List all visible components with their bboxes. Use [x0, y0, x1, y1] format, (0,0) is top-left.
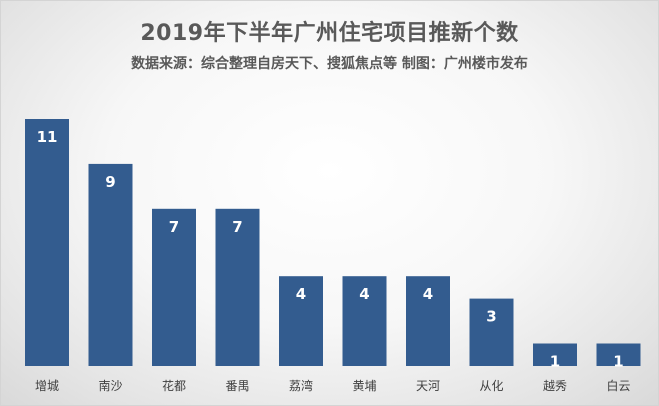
- category-label-黄埔: 黄埔: [352, 379, 376, 393]
- chart-title: 2019年下半年广州住宅项目推新个数: [140, 21, 519, 46]
- data-label-番禺: 7: [232, 218, 242, 236]
- data-label-白云: 1: [613, 353, 623, 371]
- category-label-花都: 花都: [162, 378, 186, 393]
- bar-黄埔: [342, 276, 387, 366]
- data-label-黄埔: 4: [359, 285, 369, 303]
- data-label-越秀: 1: [550, 353, 560, 371]
- category-label-番禺: 番禺: [225, 379, 249, 393]
- bar-从化: [469, 298, 514, 366]
- bar-越秀: [533, 343, 577, 366]
- bar-荔湾: [279, 276, 323, 366]
- category-label-白云: 白云: [606, 378, 630, 393]
- data-label-从化: 3: [486, 308, 496, 326]
- data-label-花都: 7: [169, 218, 179, 236]
- bar-天河: [406, 276, 450, 366]
- bar-增城: [25, 119, 69, 366]
- category-label-荔湾: 荔湾: [289, 378, 313, 393]
- category-label-天河: 天河: [416, 379, 440, 393]
- bar-花都: [152, 208, 196, 366]
- bar-南沙: [88, 163, 133, 366]
- bar-白云: [596, 343, 641, 366]
- category-label-南沙: 南沙: [98, 378, 122, 393]
- chart-subtitle: 数据来源：综合整理自房天下、搜狐焦点等 制图：广州楼市发布: [131, 56, 528, 72]
- bar-番禺: [215, 208, 260, 366]
- data-label-增城: 11: [37, 128, 58, 146]
- data-label-南沙: 9: [105, 173, 115, 191]
- data-label-天河: 4: [423, 285, 433, 303]
- category-label-增城: 增城: [35, 379, 59, 393]
- data-label-荔湾: 4: [296, 285, 306, 303]
- category-label-从化: 从化: [479, 379, 503, 393]
- category-label-越秀: 越秀: [543, 379, 567, 393]
